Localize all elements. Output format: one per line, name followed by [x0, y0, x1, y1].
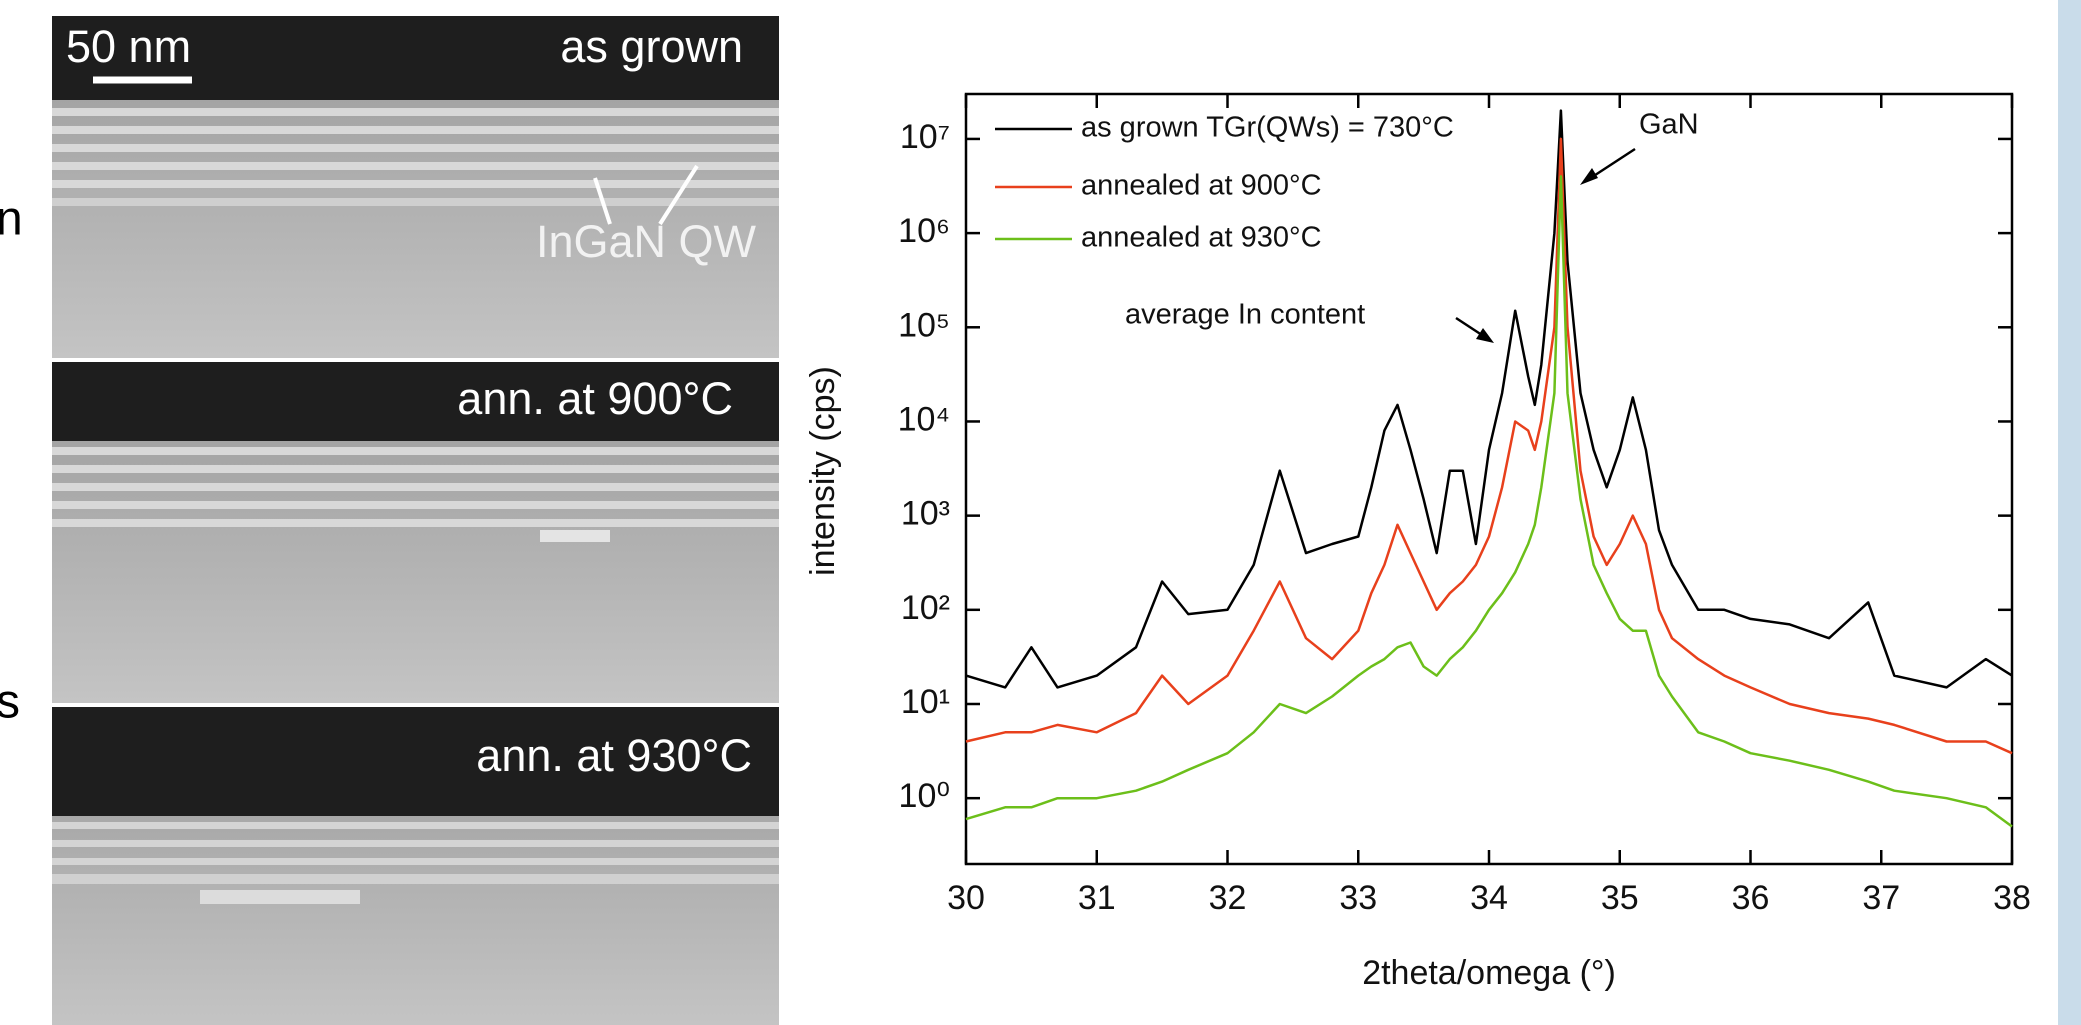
scale-bar-label: 50 nm [66, 21, 191, 72]
y-tick-label: 10⁰ [899, 777, 950, 815]
annotation: GaN [1639, 109, 1699, 141]
panel-label: ann. at 930°C [476, 730, 752, 781]
x-tick-label: 36 [1732, 879, 1770, 917]
x-tick-label: 35 [1601, 879, 1639, 917]
x-tick-label: 31 [1078, 879, 1116, 917]
panel-label: as grown [560, 21, 743, 72]
x-tick-label: 33 [1339, 879, 1377, 917]
tem-panel: ann. at 900°C [52, 362, 779, 703]
x-tick-label: 37 [1862, 879, 1900, 917]
legend-label: annealed at 900°C [1081, 170, 1322, 202]
y-tick-label: 10¹ [901, 683, 950, 721]
slide-edge [2058, 0, 2081, 1025]
y-axis-label: intensity (cps) [804, 366, 842, 576]
legend-label: annealed at 930°C [1081, 222, 1322, 254]
x-tick-label: 34 [1470, 879, 1508, 917]
x-tick-label: 32 [1209, 879, 1247, 917]
figure: n s 50 nm as grown InGaN QW ann. at 900°… [0, 0, 2081, 1025]
y-tick-label: 10⁴ [898, 400, 950, 438]
tem-panel: ann. at 930°C [52, 707, 779, 1025]
qw-annotation: InGaN QW [536, 216, 757, 267]
legend-label: as grown TGr(QWs) = 730°C [1081, 112, 1454, 144]
x-tick-label: 38 [1993, 879, 2031, 917]
y-tick-label: 10³ [901, 495, 950, 533]
edge-text: n [0, 193, 23, 246]
panel-label: ann. at 900°C [457, 373, 733, 424]
y-tick-label: 10² [901, 589, 950, 627]
tem-panel: 50 nm as grown InGaN QW [52, 16, 779, 358]
plot-frame [966, 94, 2012, 864]
edge-text: s [0, 676, 20, 729]
x-axis-label: 2theta/omega (°) [1362, 954, 1616, 992]
y-tick-label: 10⁷ [900, 118, 950, 156]
page: n s 50 nm as grown InGaN QW ann. at 900°… [0, 0, 2081, 1025]
y-tick-label: 10⁶ [898, 212, 950, 250]
x-tick-label: 30 [947, 879, 985, 917]
annotation: average In content [1125, 299, 1365, 331]
y-tick-label: 10⁵ [898, 306, 950, 344]
